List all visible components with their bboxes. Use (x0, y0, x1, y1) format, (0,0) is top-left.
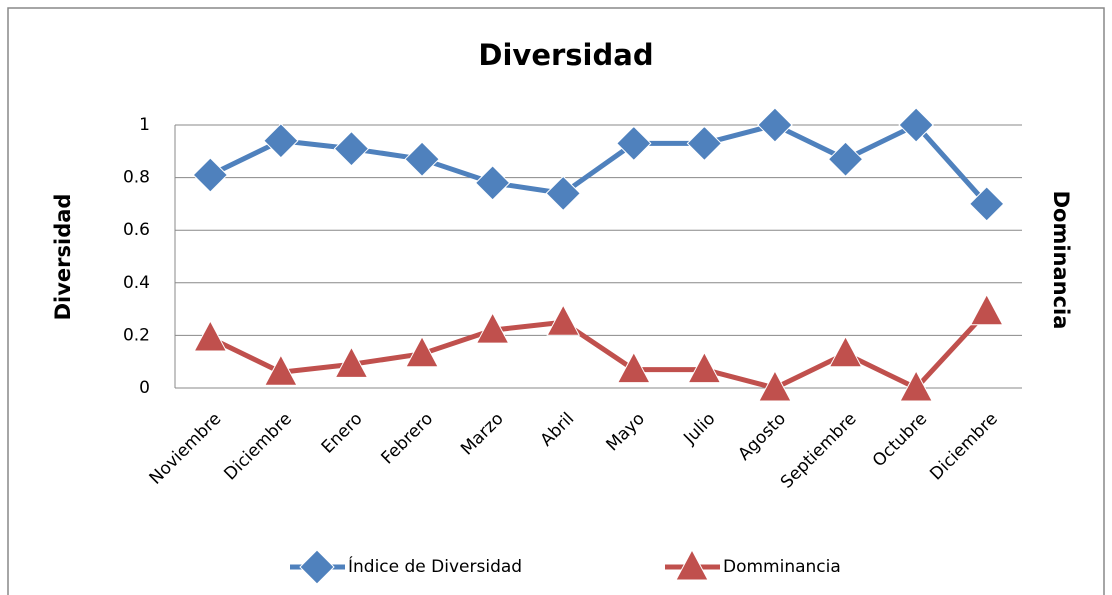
y-tick-label: 0.8 (123, 168, 150, 188)
triangle-marker (334, 346, 369, 378)
chart-title: Diversidad (478, 38, 653, 72)
diamond-marker (898, 107, 934, 143)
y-tick-label: 0 (139, 378, 150, 398)
triangle-marker (546, 304, 581, 336)
y-tick-label: 0.2 (123, 325, 150, 345)
triangle-marker (675, 548, 709, 581)
diamond-marker (616, 125, 652, 162)
diamond-marker (263, 123, 299, 159)
diamond-marker (333, 130, 370, 167)
legend-label: Índice de Diversidad (348, 555, 522, 577)
diamond-marker (827, 141, 864, 177)
triangle-marker (828, 335, 863, 368)
chart-frame (7, 7, 1105, 595)
y-tick-label: 1 (139, 115, 150, 135)
y-tick-label: 0.6 (123, 220, 150, 240)
diamond-marker (192, 157, 228, 193)
y-axis-label: Diversidad (51, 194, 75, 321)
triangle-marker (687, 351, 722, 384)
legend-label: Domminancia (723, 557, 841, 577)
triangle-marker (475, 312, 510, 344)
triangle-marker (758, 369, 792, 402)
diamond-marker (545, 175, 581, 212)
diamond-marker (969, 186, 1005, 222)
diamond-marker (299, 549, 335, 585)
triangle-marker (969, 293, 1004, 326)
triangle-marker (193, 319, 228, 352)
triangle-marker (899, 369, 933, 402)
diamond-marker (757, 107, 793, 143)
y2-axis-label: Dominancia (1049, 191, 1073, 330)
y-tick-label: 0.4 (123, 273, 150, 293)
diamond-marker (404, 141, 440, 177)
triangle-marker (616, 351, 651, 384)
diamond-marker (686, 125, 723, 162)
triangle-marker (405, 335, 439, 368)
diamond-marker (474, 165, 511, 201)
triangle-marker (264, 354, 298, 386)
